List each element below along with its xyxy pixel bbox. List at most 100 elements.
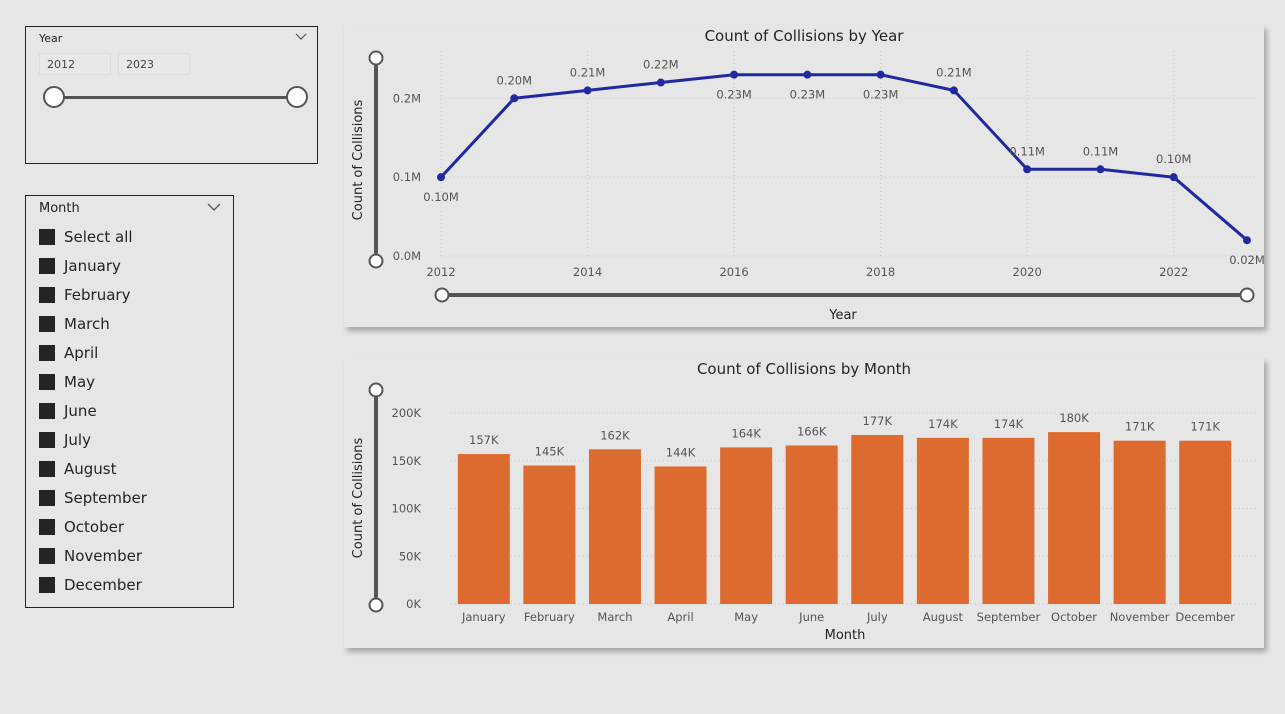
checkbox[interactable] — [39, 373, 55, 390]
month-item-label: January — [64, 256, 121, 275]
data-point[interactable] — [1169, 173, 1178, 182]
y-axis-title: Count of Collisions — [351, 99, 366, 220]
checkbox[interactable] — [39, 257, 55, 274]
month-item-september[interactable]: September — [39, 486, 147, 515]
checkbox[interactable] — [39, 547, 55, 564]
data-label: 0.10M — [423, 190, 459, 204]
bar[interactable] — [588, 449, 641, 604]
bar[interactable] — [523, 465, 576, 604]
data-point[interactable] — [1243, 236, 1251, 245]
y-axis-zoom-handle[interactable] — [368, 382, 384, 398]
y-axis-title: Count of Collisions — [351, 437, 366, 558]
month-item-january[interactable]: January — [39, 254, 147, 283]
month-item-label: March — [64, 314, 110, 333]
month-item-july[interactable]: July — [39, 428, 147, 457]
data-point[interactable] — [949, 86, 958, 95]
x-tick-label: April — [667, 610, 693, 624]
year-slicer: Year 2012 2023 — [25, 26, 318, 164]
data-label: 0.23M — [863, 88, 899, 102]
checkbox[interactable] — [39, 344, 55, 361]
year-range-start-handle[interactable] — [43, 86, 65, 108]
month-item-april[interactable]: April — [39, 341, 147, 370]
bar[interactable] — [1113, 440, 1166, 604]
bar[interactable] — [457, 454, 510, 604]
x-tick-label: November — [1110, 610, 1170, 624]
y-tick-label: 0.0M — [393, 249, 421, 263]
month-chart-card[interactable]: Count of Collisions by Month Count of Col… — [344, 358, 1264, 648]
year-to-input[interactable]: 2023 — [118, 53, 190, 75]
checkbox[interactable] — [39, 286, 55, 303]
checkbox[interactable] — [39, 460, 55, 477]
y-tick-label: 100K — [392, 502, 422, 516]
x-axis-zoom-handle[interactable] — [434, 287, 450, 303]
y-axis-zoom-handle[interactable] — [368, 253, 384, 269]
month-item-label: September — [64, 488, 147, 507]
year-range-track[interactable] — [54, 96, 298, 99]
bar[interactable] — [1048, 432, 1101, 604]
month-item-may[interactable]: May — [39, 370, 147, 399]
y-tick-label: 50K — [399, 549, 422, 563]
month-item-label: November — [64, 546, 143, 565]
bar[interactable] — [916, 437, 969, 604]
month-item-december[interactable]: December — [39, 573, 147, 602]
month-item-february[interactable]: February — [39, 283, 147, 312]
month-item-june[interactable]: June — [39, 399, 147, 428]
month-item-october[interactable]: October — [39, 515, 147, 544]
bar[interactable] — [851, 434, 904, 604]
bar[interactable] — [1179, 440, 1232, 604]
data-point[interactable] — [437, 173, 445, 182]
year-chart-card[interactable]: Count of Collisions by Year Count of Coll… — [344, 25, 1264, 327]
month-item-august[interactable]: August — [39, 457, 147, 486]
data-label: 162K — [600, 428, 630, 442]
month-item-march[interactable]: March — [39, 312, 147, 341]
data-point[interactable] — [656, 78, 665, 87]
month-item-label: October — [64, 517, 125, 536]
data-point[interactable] — [803, 70, 812, 79]
chevron-down-icon[interactable] — [207, 202, 221, 212]
data-point[interactable] — [876, 70, 885, 79]
x-tick-label: June — [798, 610, 824, 624]
chart-title: Count of Collisions by Year — [705, 27, 905, 45]
x-tick-label: July — [866, 610, 888, 624]
year-from-input[interactable]: 2012 — [39, 53, 111, 75]
checkbox[interactable] — [39, 489, 55, 506]
data-label: 144K — [666, 445, 696, 459]
x-tick-label: 2020 — [1013, 265, 1042, 279]
month-item-label: May — [64, 372, 96, 391]
data-label: 0.21M — [936, 65, 972, 79]
data-label: 0.23M — [790, 88, 826, 102]
data-point[interactable] — [1023, 165, 1032, 174]
year-range-end-handle[interactable] — [286, 86, 308, 108]
checkbox[interactable] — [39, 315, 55, 332]
x-tick-label: December — [1175, 610, 1235, 624]
bar[interactable] — [785, 445, 838, 604]
checkbox[interactable] — [39, 431, 55, 448]
bar[interactable] — [654, 466, 707, 604]
data-point[interactable] — [510, 94, 519, 103]
x-tick-label: September — [977, 610, 1041, 624]
month-item-label: Select all — [64, 227, 133, 246]
data-point[interactable] — [1096, 165, 1105, 174]
data-label: 0.02M — [1229, 253, 1264, 267]
data-point[interactable] — [583, 86, 592, 95]
chevron-down-icon[interactable] — [295, 31, 307, 41]
data-label: 0.22M — [643, 58, 679, 72]
checkbox[interactable] — [39, 576, 55, 593]
data-label: 0.11M — [1083, 144, 1119, 158]
bar[interactable] — [720, 447, 773, 604]
y-axis-zoom-handle[interactable] — [368, 597, 384, 613]
y-axis-zoom-handle[interactable] — [368, 50, 384, 66]
data-label: 171K — [1190, 420, 1220, 434]
bar[interactable] — [982, 437, 1035, 604]
data-label: 174K — [994, 417, 1024, 431]
month-item-select-all[interactable]: Select all — [39, 225, 147, 254]
x-tick-label: March — [597, 610, 632, 624]
x-tick-label: May — [734, 610, 758, 624]
chart-title: Count of Collisions by Month — [697, 360, 911, 378]
checkbox[interactable] — [39, 402, 55, 419]
checkbox[interactable] — [39, 228, 55, 245]
x-axis-zoom-handle[interactable] — [1239, 287, 1255, 303]
checkbox[interactable] — [39, 518, 55, 535]
month-item-november[interactable]: November — [39, 544, 147, 573]
data-point[interactable] — [730, 70, 739, 79]
